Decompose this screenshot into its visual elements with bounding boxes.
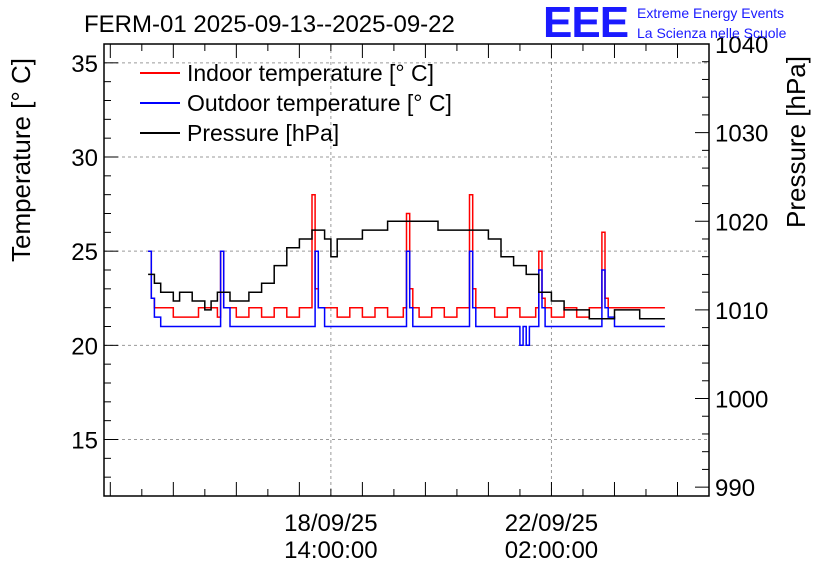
eee-logo: EEE [543, 0, 629, 47]
x-tick-label-date: 22/09/25 [505, 510, 598, 537]
y-axis-label-left: Temperature [° C] [6, 58, 36, 262]
logo-line-2: La Scienza nelle Scuole [637, 25, 787, 41]
right-tick-label: 990 [715, 475, 755, 502]
legend-label: Pressure [hPa] [187, 120, 339, 146]
right-tick-label: 1000 [715, 387, 768, 414]
series-layer [148, 193, 665, 347]
x-tick-label-time: 02:00:00 [505, 537, 598, 564]
legend: Indoor temperature [° C] Outdoor temperat… [140, 60, 452, 146]
right-tick-label: 1020 [715, 209, 768, 236]
left-tick-label: 30 [71, 145, 98, 172]
right-tick-label: 1030 [715, 121, 768, 148]
x-tick-label-time: 14:00:00 [284, 537, 377, 564]
logo-line-1: Extreme Energy Events [637, 5, 785, 21]
series-line-1 [148, 250, 665, 347]
left-tick-label: 35 [71, 51, 98, 78]
x-tick-label-date: 18/09/25 [284, 510, 377, 537]
legend-label: Outdoor temperature [° C] [187, 90, 452, 116]
y-axis-label-right: Pressure [hPa] [781, 56, 811, 228]
right-tick-label: 1040 [715, 32, 768, 59]
axes: 15 20 25 30 35 990 1000 1010 1020 1030 1040 18/09/2… [71, 32, 768, 564]
series-line-2 [148, 220, 665, 320]
left-tick-label: 20 [71, 333, 98, 360]
legend-label: Indoor temperature [° C] [187, 60, 434, 86]
chart-title: FERM-01 2025-09-13--2025-09-22 [84, 11, 455, 38]
left-tick-label: 25 [71, 239, 98, 266]
right-tick-label: 1010 [715, 298, 768, 325]
left-tick-label: 15 [71, 428, 98, 455]
